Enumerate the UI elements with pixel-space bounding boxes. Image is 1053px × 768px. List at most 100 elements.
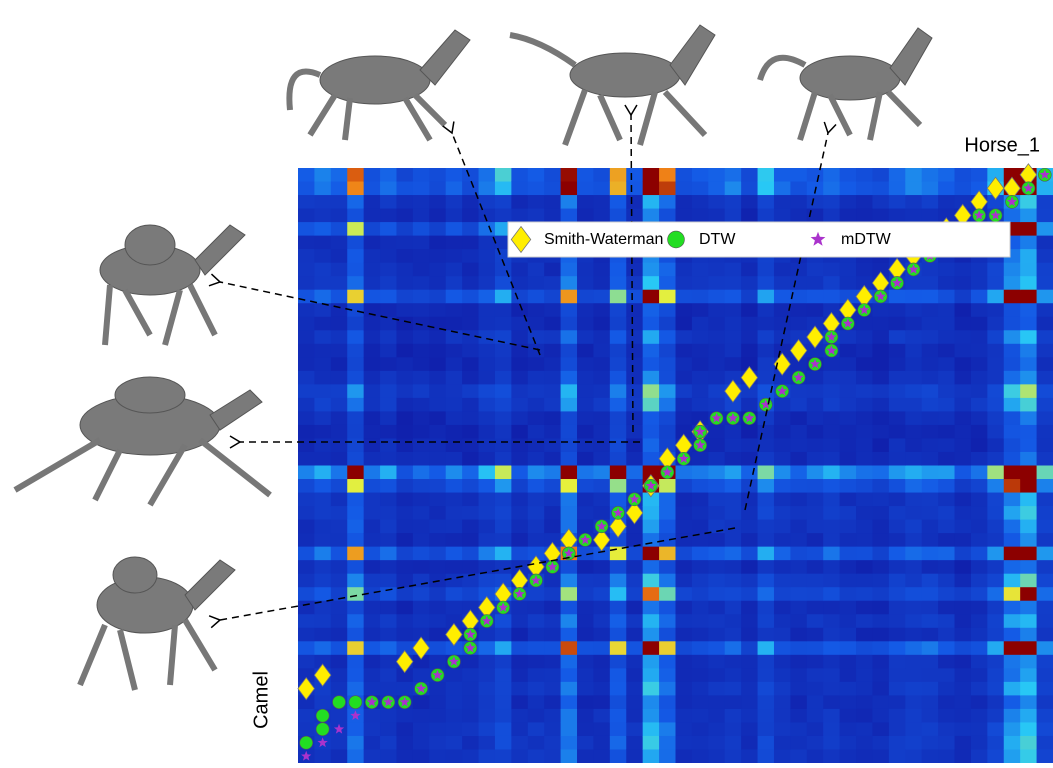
heat-cell	[494, 262, 512, 277]
heat-cell	[691, 708, 709, 723]
heat-cell	[626, 627, 644, 642]
heat-cell	[577, 438, 594, 453]
heat-cell	[298, 276, 315, 291]
heat-cell	[593, 181, 611, 196]
heat-cell	[1003, 668, 1021, 683]
heat-cell	[314, 235, 332, 250]
heat-cell	[511, 533, 529, 548]
heat-cell	[724, 479, 742, 494]
star-marker	[612, 507, 624, 518]
heat-cell	[757, 722, 775, 737]
heat-cell	[757, 573, 775, 588]
heat-cell	[921, 533, 939, 548]
heat-cell	[757, 560, 775, 575]
diamond-marker	[609, 514, 627, 539]
heat-cell	[1036, 465, 1053, 480]
heat-cell	[626, 370, 644, 385]
heat-cell	[938, 208, 956, 223]
heat-cell	[527, 276, 545, 291]
heat-cell	[363, 424, 381, 439]
heat-cell	[429, 235, 447, 250]
heat-cell	[938, 465, 956, 480]
star-marker	[809, 358, 821, 369]
heat-cell	[773, 641, 791, 656]
heat-cell	[675, 479, 693, 494]
heat-cell	[675, 668, 693, 683]
heat-cell	[577, 722, 594, 737]
heat-cell	[544, 519, 562, 534]
heat-cell	[511, 195, 529, 210]
heat-cell	[478, 654, 496, 669]
heat-cell	[954, 424, 972, 439]
heat-cell	[741, 681, 759, 696]
heat-cell	[888, 600, 906, 615]
heat-cell	[314, 641, 332, 656]
heat-cell	[314, 168, 332, 183]
heat-cell	[429, 654, 447, 669]
heat-cell	[773, 654, 791, 669]
heat-cell	[708, 492, 726, 507]
heat-cell	[363, 708, 381, 723]
heat-cell	[708, 708, 726, 723]
heat-cell	[773, 424, 791, 439]
heat-cell	[494, 749, 512, 763]
heat-cell	[330, 519, 348, 534]
heat-cell	[938, 384, 956, 399]
heat-cell	[741, 546, 759, 561]
heat-cell	[1020, 438, 1038, 453]
heat-cell	[642, 492, 660, 507]
heat-cell	[757, 451, 775, 466]
heat-cell	[708, 573, 726, 588]
heat-cell	[724, 560, 742, 575]
heat-cell	[856, 587, 873, 602]
heat-cell	[1020, 249, 1038, 264]
heat-cell	[593, 330, 611, 345]
heat-cell	[938, 181, 956, 196]
star-marker	[350, 710, 361, 720]
heat-cell	[330, 262, 348, 277]
heat-cell	[396, 208, 414, 223]
heat-cell	[396, 668, 414, 683]
heat-cell	[872, 465, 890, 480]
heat-cell	[888, 479, 906, 494]
heat-cell	[347, 289, 365, 304]
heat-cell	[773, 316, 791, 331]
heat-cell	[659, 316, 676, 331]
heat-cell	[1003, 397, 1021, 412]
heat-cell	[577, 668, 594, 683]
heat-cell	[724, 168, 742, 183]
heat-cell	[1003, 384, 1021, 399]
heat-cell	[970, 370, 988, 385]
heat-cell	[905, 479, 923, 494]
heat-cell	[921, 465, 939, 480]
heat-cell	[1003, 600, 1021, 615]
heat-cell	[330, 208, 348, 223]
heat-cell	[921, 181, 939, 196]
heat-cell	[445, 262, 463, 277]
heat-cell	[856, 519, 873, 534]
heat-cell	[347, 303, 365, 318]
heat-cell	[823, 370, 841, 385]
heat-cell	[642, 397, 660, 412]
heat-cell	[380, 546, 397, 561]
heat-cell	[954, 465, 972, 480]
heat-cell	[708, 384, 726, 399]
heat-cell	[888, 424, 906, 439]
heat-cell	[856, 600, 873, 615]
heat-cell	[560, 451, 578, 466]
heat-cell	[577, 546, 594, 561]
heat-cell	[560, 289, 578, 304]
heat-cell	[380, 235, 397, 250]
heat-cell	[790, 560, 808, 575]
heat-cell	[298, 614, 315, 629]
heat-cell	[675, 641, 693, 656]
heat-cell	[527, 479, 545, 494]
heat-cell	[330, 506, 348, 521]
heat-cell	[1020, 424, 1038, 439]
heat-cell	[544, 492, 562, 507]
heat-cell	[314, 195, 332, 210]
heat-cell	[494, 424, 512, 439]
heat-cell	[741, 424, 759, 439]
heat-cell	[675, 384, 693, 399]
heat-cell	[823, 708, 841, 723]
